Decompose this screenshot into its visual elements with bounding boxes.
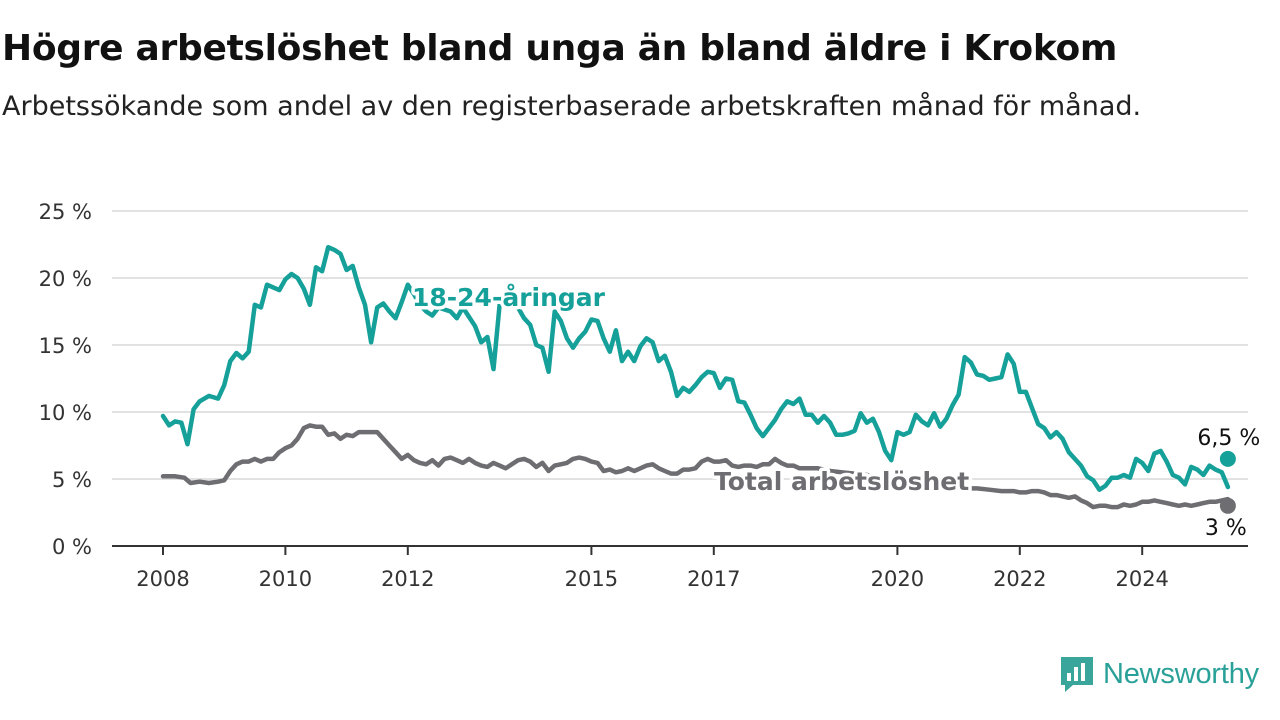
series-label-young: 18-24-åringar: [412, 283, 606, 312]
brand-logo: Newsworthy: [1059, 655, 1259, 693]
x-tick-label: 2012: [381, 567, 434, 591]
series-line-total: [160, 423, 1231, 510]
gridlines: [112, 210, 1248, 480]
x-tick-label: 2020: [871, 567, 924, 591]
line-chart: 0 %5 %10 %15 %20 %25 % 2008 2010 2012 2015 2…: [39, 200, 1261, 591]
chart-title: Högre arbetslöshet bland unga än bland ä…: [2, 28, 1118, 69]
end-label-young: 6,5 %: [1197, 426, 1260, 451]
x-axis: 2008 2010 2012 2015 2017 2020 2022 2024: [112, 545, 1248, 591]
series-group: [160, 244, 1236, 514]
end-point-total: [1219, 497, 1236, 514]
series-labels: 6,5 % 3 % 18-24-åringar Total arbetslöshet: [409, 280, 1261, 541]
x-tick-label: 2015: [565, 567, 618, 591]
end-point-young: [1219, 450, 1236, 467]
series-line-young: [160, 244, 1231, 492]
x-tick-label: 2024: [1115, 567, 1168, 591]
y-tick-label: 0 %: [52, 535, 92, 559]
x-tick-label: 2022: [993, 567, 1046, 591]
y-tick-label: 20 %: [39, 267, 92, 291]
x-tick-label: 2010: [259, 567, 312, 591]
newsworthy-logo-icon: [1061, 657, 1093, 692]
y-tick-label: 15 %: [39, 334, 92, 358]
brand-name: Newsworthy: [1103, 657, 1259, 690]
y-tick-label: 10 %: [39, 401, 92, 425]
x-tick-label: 2017: [687, 567, 740, 591]
series-label-total: Total arbetslöshet: [714, 467, 969, 496]
end-label-total: 3 %: [1205, 516, 1247, 541]
y-axis: 0 % 5 % 10 % 15 % 20 % 25 %: [39, 200, 92, 559]
y-tick-label: 5 %: [52, 468, 92, 492]
chart-subtitle: Arbetssökande som andel av den registerb…: [2, 91, 1142, 122]
y-tick-label: 25 %: [39, 200, 92, 224]
x-tick-label: 2008: [136, 567, 189, 591]
